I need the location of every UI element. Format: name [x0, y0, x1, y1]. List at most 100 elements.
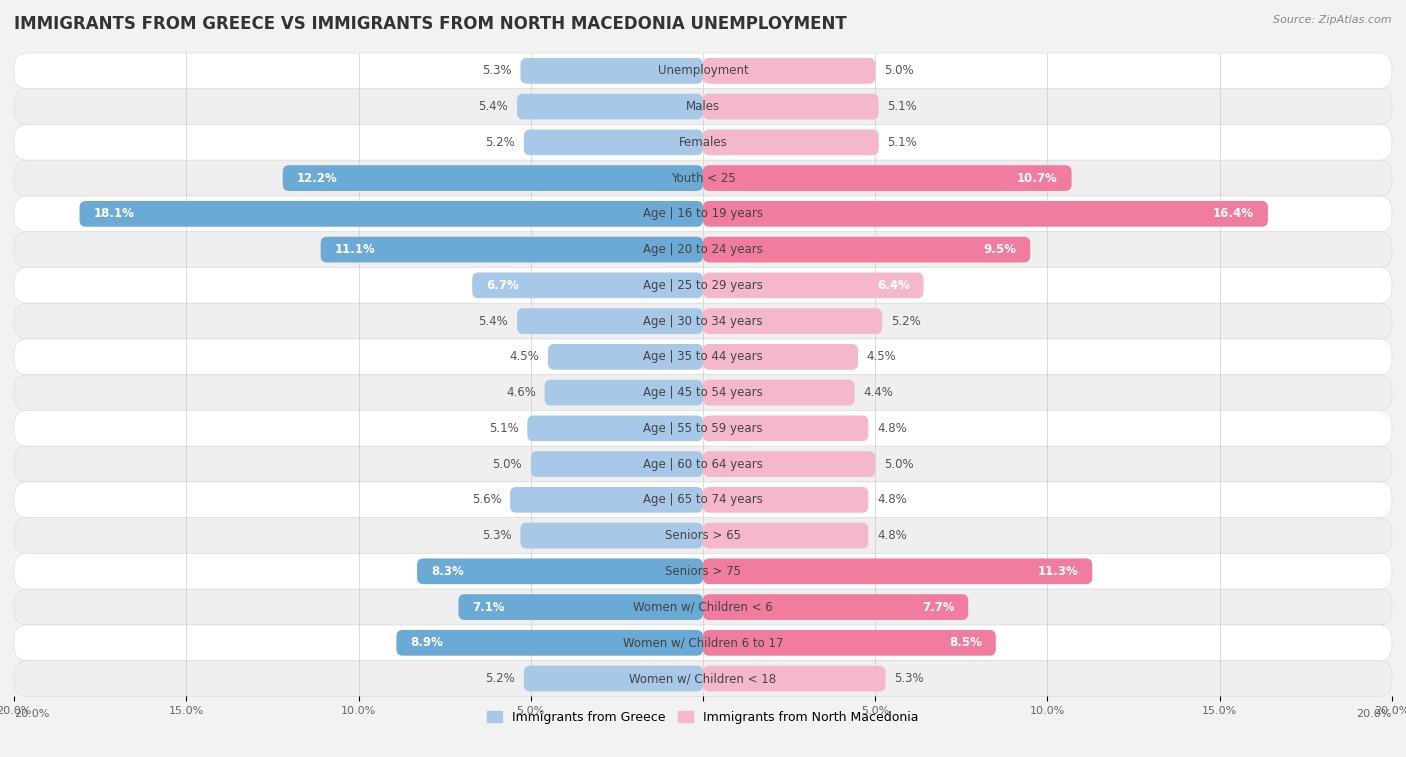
Text: Women w/ Children 6 to 17: Women w/ Children 6 to 17: [623, 637, 783, 650]
FancyBboxPatch shape: [14, 160, 1392, 196]
Text: Seniors > 75: Seniors > 75: [665, 565, 741, 578]
Text: 11.1%: 11.1%: [335, 243, 375, 256]
FancyBboxPatch shape: [703, 523, 869, 548]
FancyBboxPatch shape: [14, 124, 1392, 160]
FancyBboxPatch shape: [544, 380, 703, 406]
Text: 9.5%: 9.5%: [984, 243, 1017, 256]
Text: 5.0%: 5.0%: [884, 457, 914, 471]
Text: 4.4%: 4.4%: [863, 386, 893, 399]
Text: 10.7%: 10.7%: [1017, 172, 1057, 185]
Text: Source: ZipAtlas.com: Source: ZipAtlas.com: [1274, 15, 1392, 25]
FancyBboxPatch shape: [703, 594, 969, 620]
Text: 5.4%: 5.4%: [478, 315, 509, 328]
FancyBboxPatch shape: [321, 237, 703, 263]
FancyBboxPatch shape: [703, 416, 869, 441]
Text: 5.2%: 5.2%: [485, 136, 515, 149]
Text: Age | 30 to 34 years: Age | 30 to 34 years: [643, 315, 763, 328]
Text: 5.1%: 5.1%: [489, 422, 519, 435]
Text: Unemployment: Unemployment: [658, 64, 748, 77]
Text: 4.8%: 4.8%: [877, 529, 907, 542]
FancyBboxPatch shape: [14, 518, 1392, 553]
FancyBboxPatch shape: [14, 196, 1392, 232]
Text: 8.5%: 8.5%: [949, 637, 981, 650]
Text: Seniors > 65: Seniors > 65: [665, 529, 741, 542]
Text: 20.0%: 20.0%: [1357, 709, 1392, 719]
FancyBboxPatch shape: [14, 589, 1392, 625]
FancyBboxPatch shape: [510, 487, 703, 512]
Text: Women w/ Children < 6: Women w/ Children < 6: [633, 600, 773, 614]
Text: Age | 45 to 54 years: Age | 45 to 54 years: [643, 386, 763, 399]
FancyBboxPatch shape: [14, 625, 1392, 661]
Text: 4.5%: 4.5%: [509, 350, 540, 363]
FancyBboxPatch shape: [703, 94, 879, 120]
FancyBboxPatch shape: [527, 416, 703, 441]
FancyBboxPatch shape: [14, 339, 1392, 375]
FancyBboxPatch shape: [80, 201, 703, 227]
FancyBboxPatch shape: [703, 165, 1071, 191]
Text: 7.7%: 7.7%: [922, 600, 955, 614]
FancyBboxPatch shape: [703, 273, 924, 298]
FancyBboxPatch shape: [14, 482, 1392, 518]
Text: Age | 20 to 24 years: Age | 20 to 24 years: [643, 243, 763, 256]
FancyBboxPatch shape: [14, 410, 1392, 446]
FancyBboxPatch shape: [14, 375, 1392, 410]
Text: Age | 25 to 29 years: Age | 25 to 29 years: [643, 279, 763, 292]
Text: 4.8%: 4.8%: [877, 422, 907, 435]
Text: 5.3%: 5.3%: [482, 529, 512, 542]
FancyBboxPatch shape: [14, 232, 1392, 267]
Text: Women w/ Children < 18: Women w/ Children < 18: [630, 672, 776, 685]
Text: Age | 55 to 59 years: Age | 55 to 59 years: [643, 422, 763, 435]
Text: 16.4%: 16.4%: [1213, 207, 1254, 220]
Text: 4.5%: 4.5%: [866, 350, 897, 363]
FancyBboxPatch shape: [14, 53, 1392, 89]
FancyBboxPatch shape: [14, 267, 1392, 304]
Text: 5.1%: 5.1%: [887, 100, 917, 113]
Text: 5.2%: 5.2%: [485, 672, 515, 685]
FancyBboxPatch shape: [548, 344, 703, 369]
Text: Age | 60 to 64 years: Age | 60 to 64 years: [643, 457, 763, 471]
FancyBboxPatch shape: [14, 553, 1392, 589]
Text: 11.3%: 11.3%: [1038, 565, 1078, 578]
Text: Age | 16 to 19 years: Age | 16 to 19 years: [643, 207, 763, 220]
FancyBboxPatch shape: [703, 308, 882, 334]
FancyBboxPatch shape: [517, 94, 703, 120]
FancyBboxPatch shape: [703, 129, 879, 155]
FancyBboxPatch shape: [472, 273, 703, 298]
Text: 7.1%: 7.1%: [472, 600, 505, 614]
FancyBboxPatch shape: [396, 630, 703, 656]
Text: 6.4%: 6.4%: [877, 279, 910, 292]
Text: 4.8%: 4.8%: [877, 494, 907, 506]
FancyBboxPatch shape: [14, 89, 1392, 124]
FancyBboxPatch shape: [703, 559, 1092, 584]
Text: 5.1%: 5.1%: [887, 136, 917, 149]
FancyBboxPatch shape: [524, 129, 703, 155]
Text: 5.3%: 5.3%: [482, 64, 512, 77]
Text: 18.1%: 18.1%: [93, 207, 134, 220]
FancyBboxPatch shape: [520, 523, 703, 548]
Text: 5.0%: 5.0%: [492, 457, 522, 471]
FancyBboxPatch shape: [14, 304, 1392, 339]
FancyBboxPatch shape: [520, 58, 703, 84]
FancyBboxPatch shape: [703, 58, 875, 84]
FancyBboxPatch shape: [703, 344, 858, 369]
Text: Youth < 25: Youth < 25: [671, 172, 735, 185]
FancyBboxPatch shape: [283, 165, 703, 191]
FancyBboxPatch shape: [703, 237, 1031, 263]
Text: 6.7%: 6.7%: [486, 279, 519, 292]
Text: 5.2%: 5.2%: [891, 315, 921, 328]
Text: IMMIGRANTS FROM GREECE VS IMMIGRANTS FROM NORTH MACEDONIA UNEMPLOYMENT: IMMIGRANTS FROM GREECE VS IMMIGRANTS FRO…: [14, 15, 846, 33]
Text: 5.4%: 5.4%: [478, 100, 509, 113]
Text: 8.3%: 8.3%: [430, 565, 464, 578]
FancyBboxPatch shape: [703, 451, 875, 477]
Text: 5.6%: 5.6%: [472, 494, 502, 506]
FancyBboxPatch shape: [703, 380, 855, 406]
Text: 5.0%: 5.0%: [884, 64, 914, 77]
FancyBboxPatch shape: [14, 446, 1392, 482]
Text: 12.2%: 12.2%: [297, 172, 337, 185]
FancyBboxPatch shape: [703, 630, 995, 656]
Text: Age | 65 to 74 years: Age | 65 to 74 years: [643, 494, 763, 506]
Text: Females: Females: [679, 136, 727, 149]
FancyBboxPatch shape: [524, 665, 703, 691]
Legend: Immigrants from Greece, Immigrants from North Macedonia: Immigrants from Greece, Immigrants from …: [482, 706, 924, 729]
Text: Males: Males: [686, 100, 720, 113]
